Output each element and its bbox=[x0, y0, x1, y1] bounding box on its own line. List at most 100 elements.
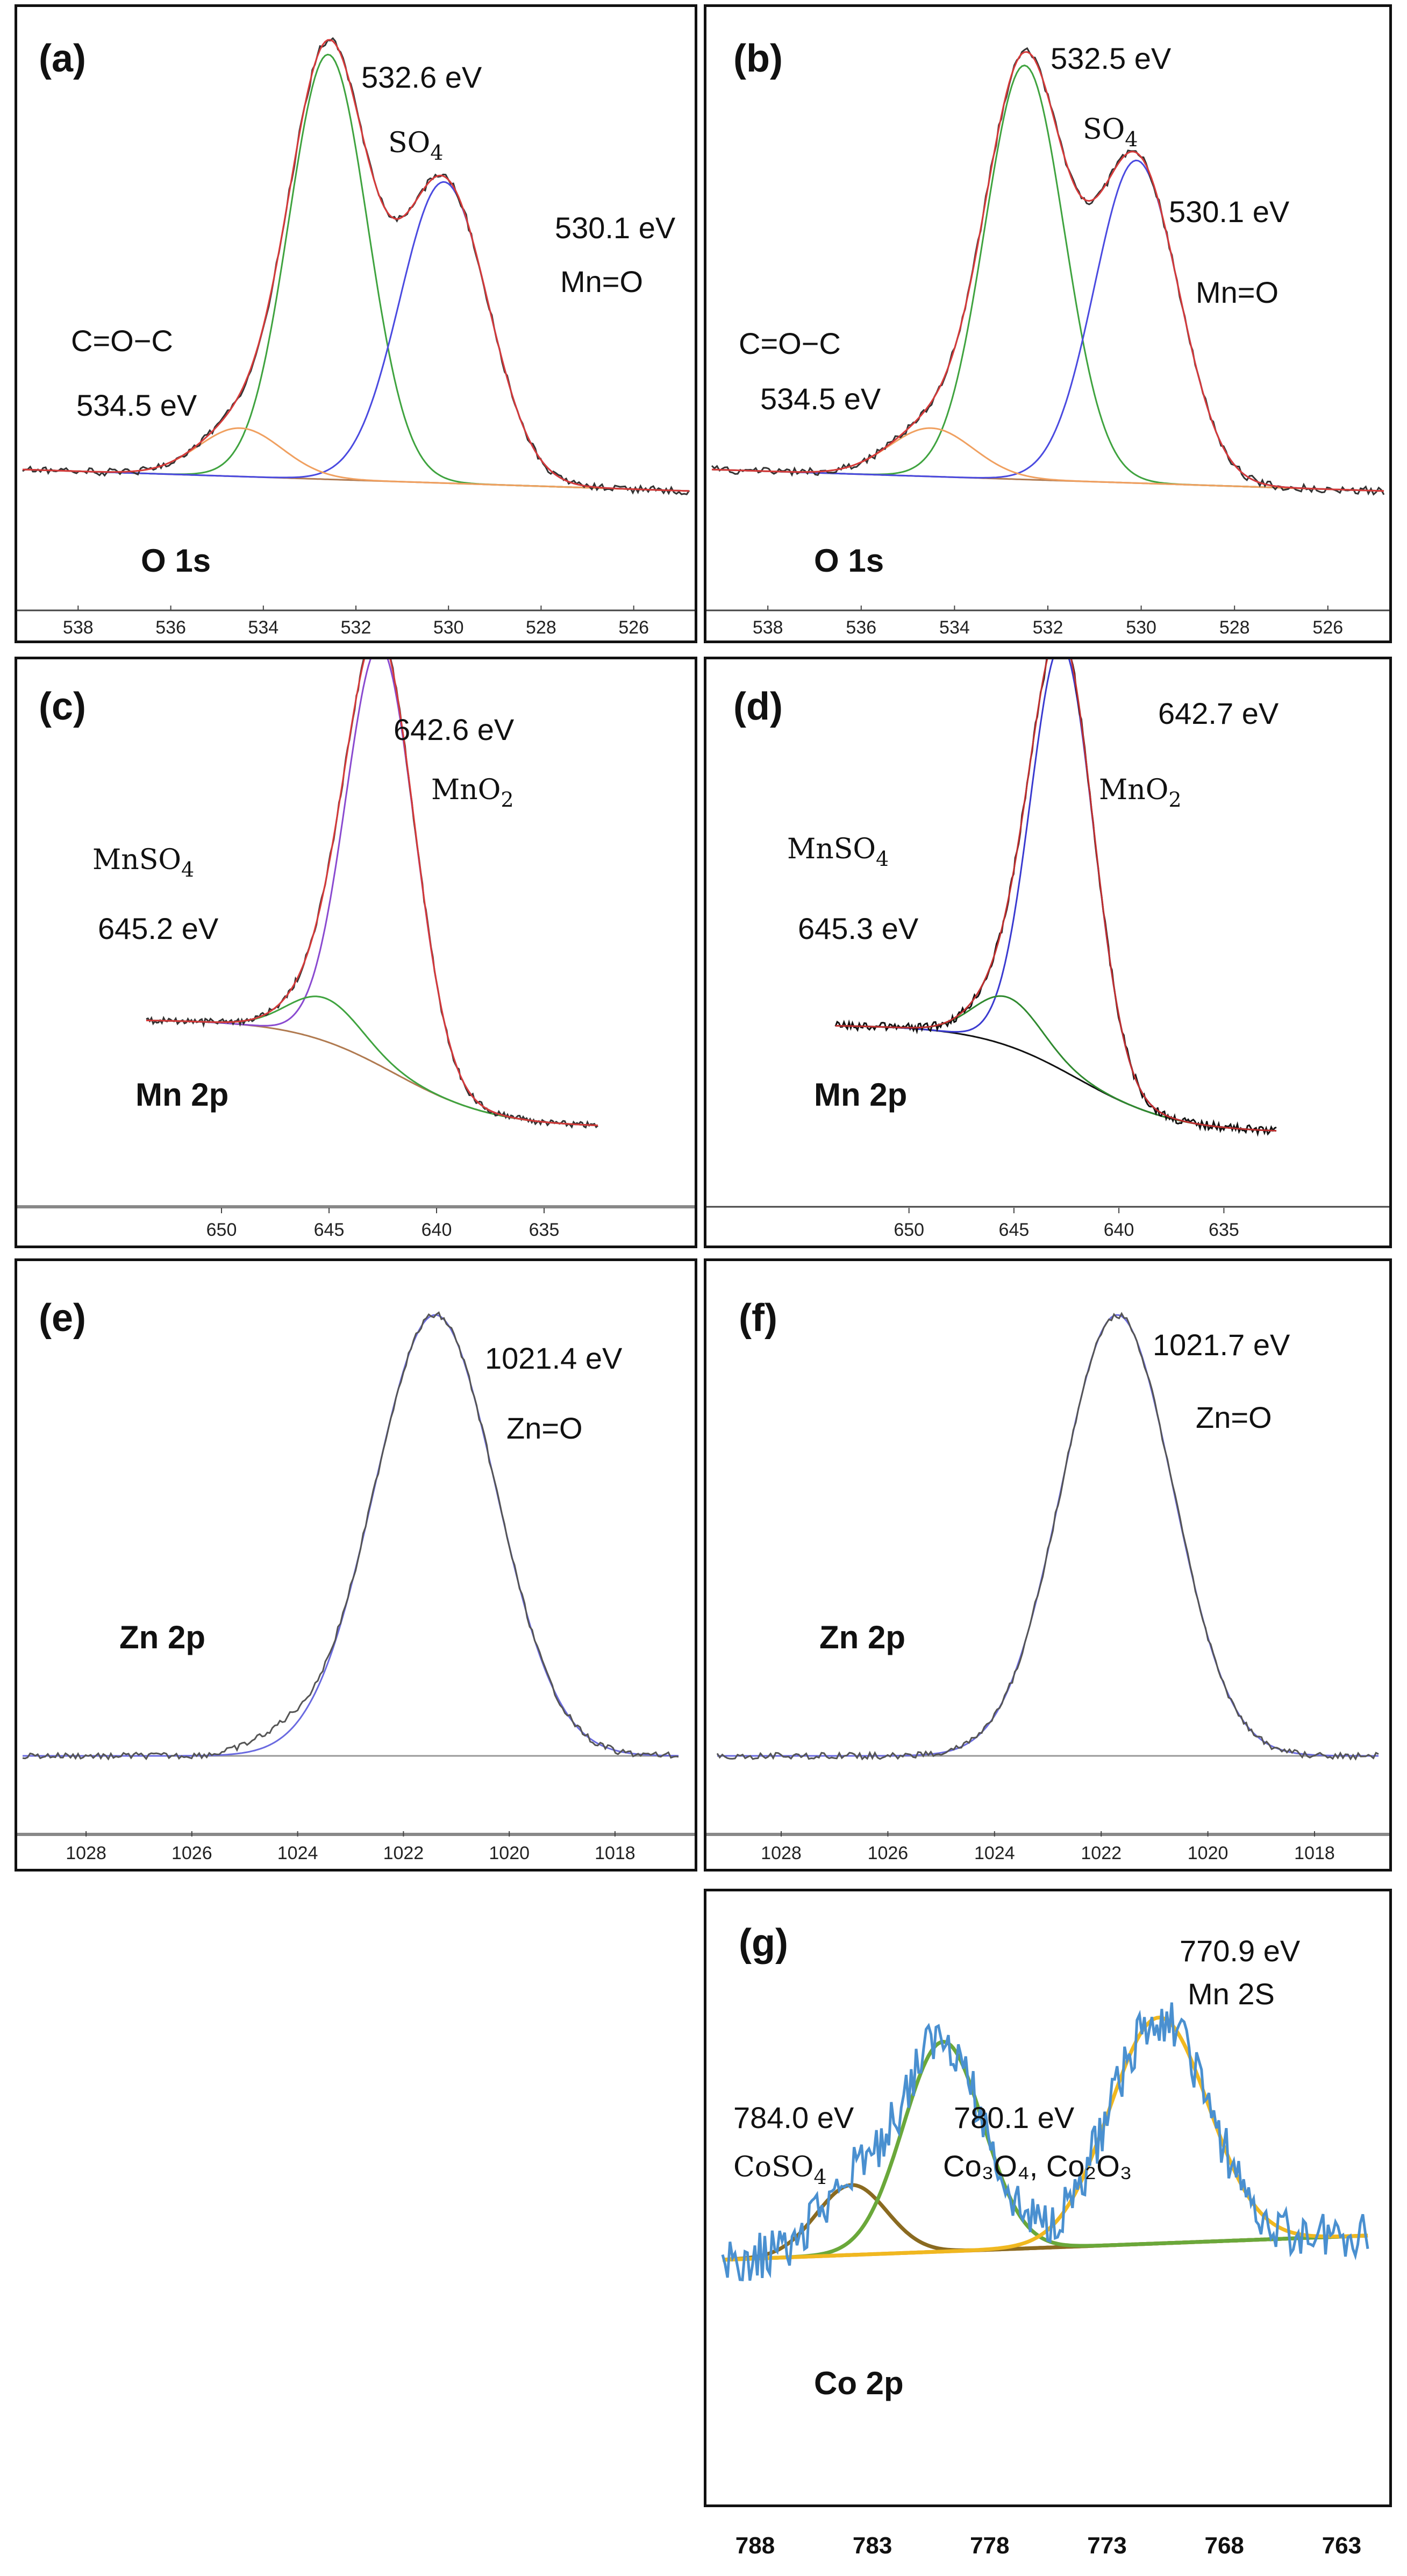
panel-g: (g) 770.9 eV Mn 2S 784.0 eV CoSO4 780.1 … bbox=[704, 1889, 1392, 2507]
panel-e: 1028 1026 1024 1022 1020 1018 (e) 1021.4 eV Z… bbox=[15, 1258, 697, 1871]
x-tick-label-e: 1026 bbox=[172, 1843, 212, 1863]
x-ticks-a: 538 536 534 532 530 528 526 bbox=[63, 606, 649, 638]
chart-f: 1028 1026 1024 1022 1020 1018 (f) 1021.7 eV Z… bbox=[706, 1297, 1389, 1863]
element-label-e: Zn 2p bbox=[119, 1619, 205, 1655]
panel-label-c: (c) bbox=[39, 685, 86, 728]
x-ticks-e: 1028 1026 1024 1022 1020 1018 bbox=[66, 1831, 635, 1863]
raw-data-d bbox=[834, 659, 1277, 1137]
x-tick-label-a: 538 bbox=[63, 617, 94, 638]
raw-data-c bbox=[146, 659, 598, 1129]
annotation-b-peak1: 532.5 eV bbox=[1051, 41, 1172, 75]
x-tick-label-a: 530 bbox=[433, 617, 464, 638]
x-tick-label-f: 1028 bbox=[761, 1843, 802, 1863]
chart-c: 650 645 640 635 (c) 642.6 eV MnO2 MnSO4 645… bbox=[17, 659, 695, 1240]
annotation-g-coso4: CoSO4 bbox=[733, 2151, 827, 2189]
x-tick-label-g: 783 bbox=[853, 2532, 892, 2559]
element-label-a: O 1s bbox=[141, 543, 211, 579]
annotation-e-zno: Zn=O bbox=[506, 1411, 583, 1445]
annotation-g-mn2s: Mn 2S bbox=[1188, 1977, 1275, 2011]
annotation-c-peak1: 642.6 eV bbox=[394, 713, 515, 746]
annotation-e-peak1: 1021.4 eV bbox=[485, 1341, 623, 1375]
x-tick-label-f: 1026 bbox=[868, 1843, 909, 1863]
x-tick-label-c: 645 bbox=[314, 1220, 345, 1240]
x-tick-label-e: 1022 bbox=[383, 1843, 424, 1863]
x-tick-label-e: 1028 bbox=[66, 1843, 106, 1863]
element-label-g: Co 2p bbox=[814, 2365, 904, 2401]
x-tick-label-f: 1020 bbox=[1188, 1843, 1229, 1863]
annotation-a-mno: Mn=O bbox=[560, 265, 643, 298]
x-tick-label-e: 1024 bbox=[277, 1843, 318, 1863]
peak-e-1 bbox=[23, 1314, 678, 1757]
plot-area-a bbox=[22, 37, 690, 495]
panel-label-b: (b) bbox=[733, 37, 783, 80]
x-ticks-c: 650 645 640 635 bbox=[206, 1208, 559, 1240]
panel-label-e: (e) bbox=[39, 1297, 86, 1340]
element-label-d: Mn 2p bbox=[814, 1077, 907, 1113]
x-tick-label-a: 534 bbox=[248, 617, 278, 638]
chart-a: 538 536 534 532 530 528 526 (a) 532.6 eV SO4 5… bbox=[17, 37, 695, 638]
element-label-b: O 1s bbox=[814, 543, 884, 579]
x-tick-label-b: 530 bbox=[1126, 617, 1156, 638]
peak-g-3 bbox=[722, 2015, 1368, 2262]
annotation-d-peak2: 645.3 eV bbox=[798, 912, 919, 945]
annotation-b-peak3: 534.5 eV bbox=[760, 382, 881, 416]
x-tick-label-f: 1022 bbox=[1081, 1843, 1122, 1863]
panel-a: 538 536 534 532 530 528 526 (a) 532.6 eV SO4 5… bbox=[15, 4, 697, 643]
x-tick-label-g: 768 bbox=[1204, 2532, 1244, 2559]
x-tick-label-g: 778 bbox=[970, 2532, 1009, 2559]
envelope-d bbox=[835, 659, 1277, 1132]
panel-c: 650 645 640 635 (c) 642.6 eV MnO2 MnSO4 645… bbox=[15, 657, 697, 1248]
plot-area-g bbox=[721, 2002, 1369, 2282]
peak-g-2 bbox=[722, 2040, 1368, 2262]
panel-label-a: (a) bbox=[39, 37, 86, 80]
annotation-c-mnso4: MnSO4 bbox=[92, 844, 194, 881]
annotation-b-coc: C=O−C bbox=[739, 326, 841, 360]
x-ticks-f: 1028 1026 1024 1022 1020 1018 bbox=[761, 1831, 1335, 1863]
annotation-g-peak2: 780.1 eV bbox=[954, 2101, 1075, 2134]
panel-label-f: (f) bbox=[739, 1297, 777, 1340]
x-tick-label-a: 526 bbox=[618, 617, 649, 638]
x-tick-label-f: 1024 bbox=[974, 1843, 1015, 1863]
annotation-d-mno2: MnO2 bbox=[1099, 774, 1182, 812]
annotation-f-peak1: 1021.7 eV bbox=[1153, 1328, 1290, 1362]
raw-data-b bbox=[711, 47, 1385, 496]
x-tick-label-a: 528 bbox=[526, 617, 556, 638]
annotation-a-so4: SO4 bbox=[388, 127, 443, 165]
x-tick-label-b: 532 bbox=[1033, 617, 1063, 638]
x-tick-label-d: 640 bbox=[1104, 1220, 1134, 1240]
x-tick-label-g: 763 bbox=[1322, 2532, 1361, 2559]
raw-data-g bbox=[721, 2002, 1369, 2282]
chart-b: 538 536 534 532 530 528 526 (b) 532.5 eV SO4 5… bbox=[706, 37, 1389, 638]
x-tick-label-c: 640 bbox=[422, 1220, 452, 1240]
x-tick-label-b: 534 bbox=[939, 617, 970, 638]
element-label-c: Mn 2p bbox=[135, 1077, 228, 1113]
element-label-f: Zn 2p bbox=[819, 1619, 905, 1655]
x-tick-label-a: 532 bbox=[341, 617, 372, 638]
annotation-a-peak3: 534.5 eV bbox=[76, 388, 197, 422]
raw-data-f bbox=[716, 1312, 1379, 1761]
annotation-a-peak1: 532.6 eV bbox=[361, 60, 482, 94]
chart-d: 650 645 640 635 (d) 642.7 eV MnO2 MnSO4 645… bbox=[706, 659, 1389, 1240]
x-tick-label-b: 538 bbox=[753, 617, 783, 638]
annotation-c-mno2: MnO2 bbox=[431, 774, 514, 812]
envelope-b bbox=[711, 51, 1384, 492]
peak-a-3 bbox=[22, 427, 690, 492]
annotation-g-peak1: 784.0 eV bbox=[733, 2101, 854, 2134]
envelope-c bbox=[146, 659, 598, 1127]
annotation-b-mno: Mn=O bbox=[1196, 275, 1279, 309]
plot-area-b bbox=[711, 47, 1385, 496]
panel-f: 1028 1026 1024 1022 1020 1018 (f) 1021.7 eV Z… bbox=[704, 1258, 1392, 1871]
annotation-d-peak1: 642.7 eV bbox=[1158, 696, 1279, 730]
plot-area-d bbox=[834, 659, 1277, 1137]
x-tick-label-e: 1018 bbox=[595, 1843, 635, 1863]
x-tick-label-b: 536 bbox=[846, 617, 876, 638]
x-tick-label-c: 650 bbox=[206, 1220, 237, 1240]
plot-area-c bbox=[146, 659, 598, 1129]
annotation-a-coc: C=O−C bbox=[71, 324, 173, 358]
peak-c-1 bbox=[146, 659, 598, 1127]
chart-e: 1028 1026 1024 1022 1020 1018 (e) 1021.4 eV Z… bbox=[17, 1297, 695, 1863]
x-ticks-d: 650 645 640 635 bbox=[894, 1208, 1239, 1240]
peak-b-1 bbox=[711, 65, 1384, 492]
x-tick-label-d: 635 bbox=[1209, 1220, 1239, 1240]
x-tick-label-d: 645 bbox=[999, 1220, 1030, 1240]
